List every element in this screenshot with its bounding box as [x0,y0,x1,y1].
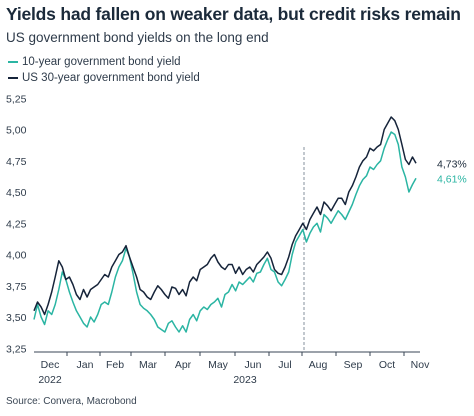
y-tick-label: 4,75 [6,156,27,168]
x-tick-label: Feb [106,359,124,371]
legend-swatch-thirty-year [8,77,18,79]
y-tick-label: 3,50 [6,312,27,324]
series-line-thirty-year [33,116,417,316]
y-tick-label: 4,25 [6,218,27,230]
x-tick-label: Oct [379,359,395,371]
x-tick-label: May [208,359,229,371]
y-tick-label: 3,25 [6,343,27,355]
x-tick-label: Jun [245,359,262,371]
legend-label-thirty-year: US 30-year government bond yield [22,72,200,84]
x-tick-label: Mar [139,359,158,371]
x-tick-label: Jan [77,359,94,371]
y-tick-label: 3,75 [6,281,27,293]
x-year-label: 2023 [233,374,257,386]
y-tick-label: 4,00 [6,250,27,262]
y-tick-label: 4,50 [6,187,27,199]
legend-item-thirty-year: US 30-year government bond yield [8,72,200,84]
chart-title: Yields had fallen on weaker data, but cr… [6,4,461,24]
x-tick-label: Aug [309,359,328,371]
legend-swatch-ten-year [8,61,18,63]
x-year-label: 2022 [38,374,62,386]
series-line-ten-year [33,131,417,333]
y-tick-label: 5,00 [6,125,27,137]
source-note: Source: Convera, Macrobond [6,396,137,407]
x-tick-label: Dec [41,359,60,371]
end-label-ten-year: 4,61% [437,173,467,185]
x-tick-label: Nov [411,359,430,371]
chart-subtitle: US government bond yields on the long en… [6,30,269,45]
end-label-thirty-year: 4,73% [437,158,467,170]
legend-label-ten-year: 10-year government bond yield [22,56,181,68]
y-tick-label: 5,25 [6,93,27,105]
x-tick-label: Apr [175,359,192,371]
x-tick-label: Jul [278,359,291,371]
legend-item-ten-year: 10-year government bond yield [8,56,181,68]
x-tick-label: Sep [344,359,363,371]
